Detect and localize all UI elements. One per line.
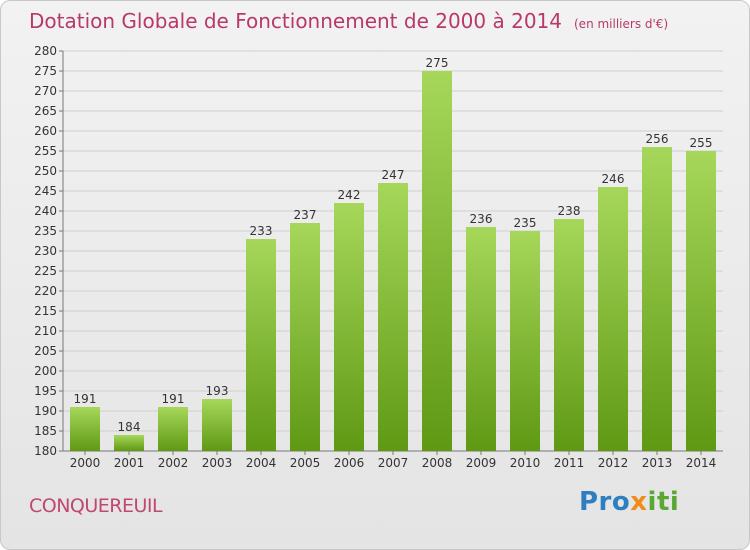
y-tick-label: 210 (34, 324, 57, 338)
x-axis-ticks: 2000 2001 2002 2003 2004 2005 2006 2007 2008 2009… (70, 451, 717, 470)
x-tick-label: 2014 (686, 456, 717, 470)
bar (334, 203, 364, 451)
bar (598, 187, 628, 451)
y-tick-label: 240 (34, 204, 57, 218)
y-tick-label: 235 (34, 224, 57, 238)
x-tick-label: 2011 (554, 456, 585, 470)
bar (422, 71, 452, 451)
data-label: 275 (426, 56, 449, 70)
y-tick-label: 190 (34, 404, 57, 418)
bar (466, 227, 496, 451)
bar (114, 435, 144, 451)
y-tick-label: 250 (34, 164, 57, 178)
data-label: 191 (162, 392, 185, 406)
bar (246, 239, 276, 451)
logo-part-3: iti (647, 487, 680, 517)
data-label: 246 (602, 172, 625, 186)
x-tick-label: 2001 (114, 456, 145, 470)
x-tick-label: 2009 (466, 456, 497, 470)
y-tick-label: 200 (34, 364, 57, 378)
bar (290, 223, 320, 451)
y-tick-label: 215 (34, 304, 57, 318)
bar (202, 399, 232, 451)
y-tick-label: 255 (34, 144, 57, 158)
x-tick-label: 2002 (158, 456, 189, 470)
bar (554, 219, 584, 451)
bar (510, 231, 540, 451)
x-tick-label: 2008 (422, 456, 453, 470)
proxiti-logo: Proxiti (579, 487, 679, 517)
data-label: 256 (646, 132, 669, 146)
data-label: 193 (206, 384, 229, 398)
bar (378, 183, 408, 451)
data-label: 247 (382, 168, 405, 182)
x-tick-label: 2007 (378, 456, 409, 470)
x-tick-label: 2012 (598, 456, 629, 470)
x-tick-label: 2006 (334, 456, 365, 470)
x-tick-label: 2013 (642, 456, 673, 470)
bars (70, 71, 716, 451)
data-label: 233 (250, 224, 273, 238)
data-label: 237 (294, 208, 317, 222)
data-label: 238 (558, 204, 581, 218)
x-tick-label: 2000 (70, 456, 101, 470)
data-label: 242 (338, 188, 361, 202)
chart-title-text: Dotation Globale de Fonctionnement de 20… (29, 9, 562, 33)
data-label: 191 (74, 392, 97, 406)
y-tick-label: 275 (34, 64, 57, 78)
bar (642, 147, 672, 451)
y-axis-ticks: 180 185 190 195 200 205 210 215 220 225 230 235 240 2… (34, 44, 63, 458)
x-tick-label: 2003 (202, 456, 233, 470)
y-tick-label: 185 (34, 424, 57, 438)
y-tick-label: 225 (34, 264, 57, 278)
y-tick-label: 195 (34, 384, 57, 398)
y-tick-label: 230 (34, 244, 57, 258)
y-tick-label: 270 (34, 84, 57, 98)
logo-part-2: x (630, 487, 648, 517)
bar (70, 407, 100, 451)
data-label: 184 (118, 420, 141, 434)
x-tick-label: 2010 (510, 456, 541, 470)
y-tick-label: 265 (34, 104, 57, 118)
bar (686, 151, 716, 451)
data-label: 236 (470, 212, 493, 226)
logo-part-1: Pro (579, 487, 631, 517)
data-labels: 191 184 191 193 233 237 242 247 275 236 235 238 246 2… (74, 56, 713, 434)
commune-name: CONQUEREUIL (29, 495, 163, 517)
x-tick-label: 2004 (246, 456, 277, 470)
chart-title: Dotation Globale de Fonctionnement de 20… (29, 9, 668, 33)
y-tick-label: 280 (34, 44, 57, 58)
y-tick-label: 245 (34, 184, 57, 198)
data-label: 235 (514, 216, 537, 230)
chart-unit-label: (en milliers d'€) (574, 17, 669, 31)
data-label: 255 (690, 136, 713, 150)
y-tick-label: 205 (34, 344, 57, 358)
y-tick-label: 220 (34, 284, 57, 298)
bar (158, 407, 188, 451)
y-tick-label: 260 (34, 124, 57, 138)
x-tick-label: 2005 (290, 456, 321, 470)
y-tick-label: 180 (34, 444, 57, 458)
